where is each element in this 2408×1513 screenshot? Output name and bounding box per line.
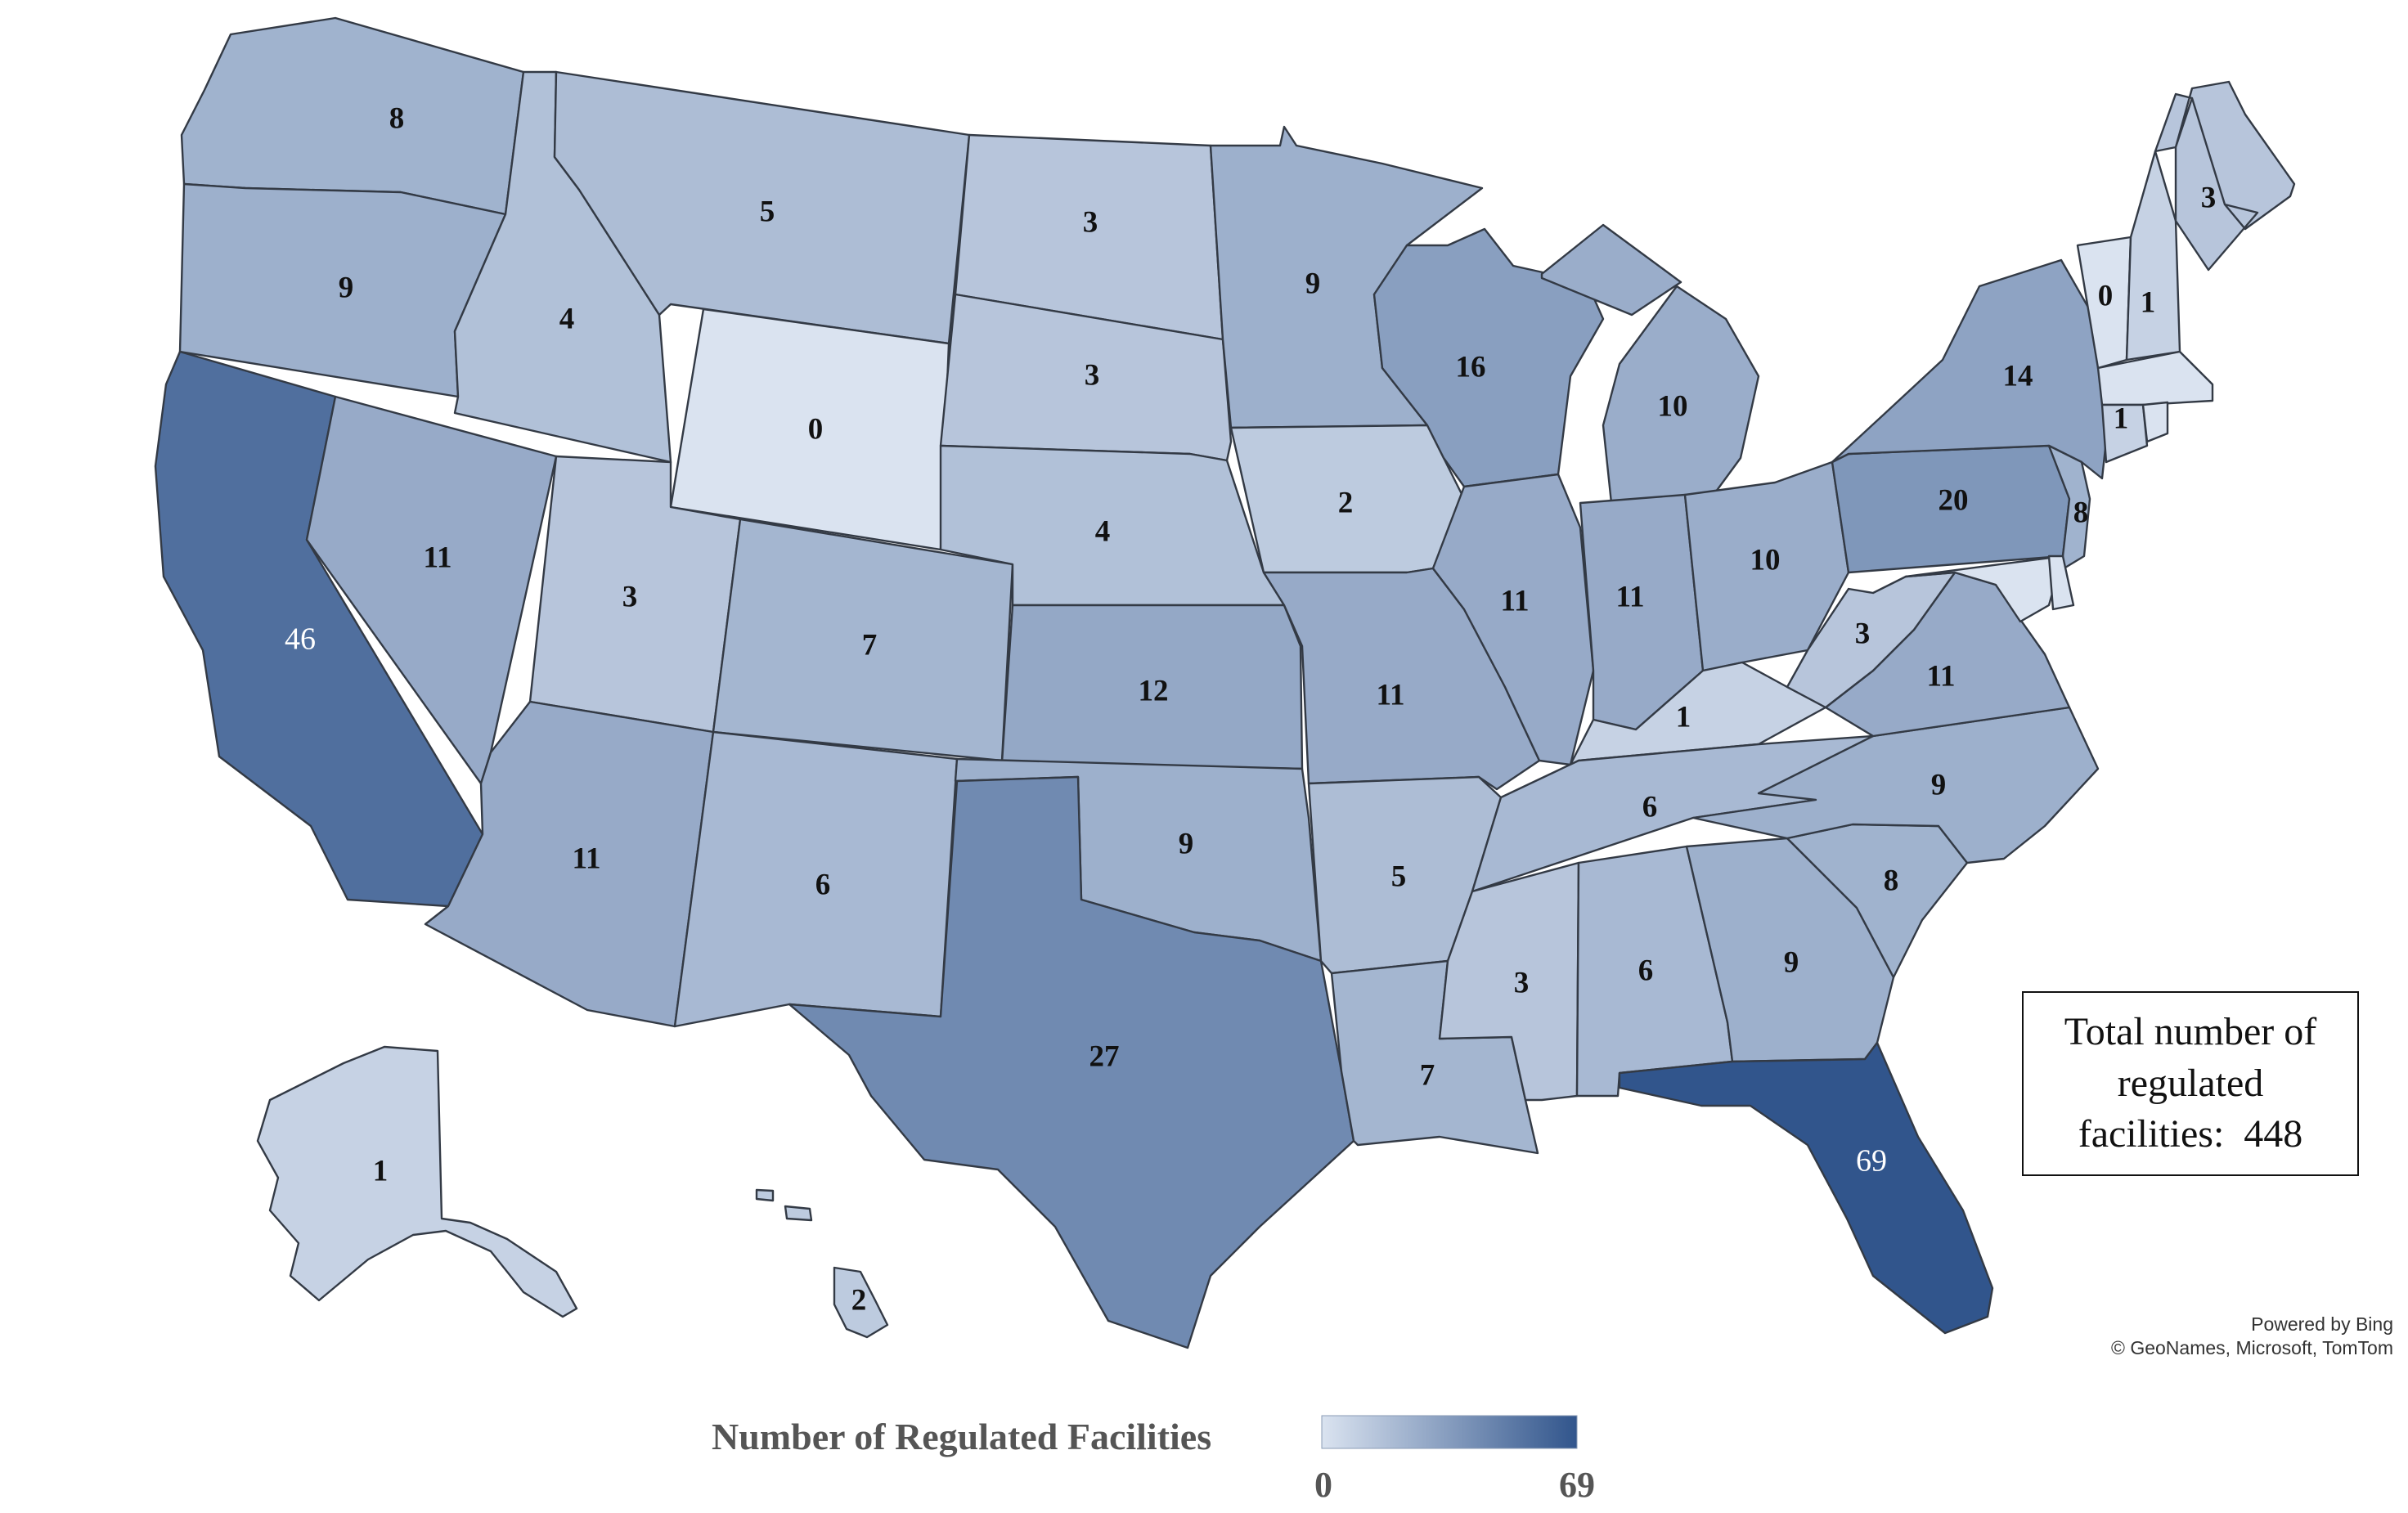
count-label-ca: 46 xyxy=(285,622,316,657)
count-label-ks: 12 xyxy=(1139,674,1169,707)
count-label-ut: 3 xyxy=(622,580,638,613)
legend-min-label: 0 xyxy=(1314,1465,1332,1505)
count-label-ms: 3 xyxy=(1514,966,1530,999)
count-label-ky: 1 xyxy=(1676,700,1691,734)
state-wv[interactable] xyxy=(1786,571,1956,709)
state-tx[interactable] xyxy=(788,775,1355,1349)
state-ri[interactable] xyxy=(2141,401,2169,443)
count-label-tn: 6 xyxy=(1642,790,1658,824)
state-mo[interactable] xyxy=(1262,567,1541,791)
map-credit: Powered by Bing © GeoNames, Microsoft, T… xyxy=(2111,1313,2393,1360)
count-label-fl: 69 xyxy=(1856,1144,1887,1179)
state-count-labels: 8946114503117633412927921157161110111016… xyxy=(285,101,2216,1317)
count-label-hi: 2 xyxy=(851,1283,867,1317)
count-label-sc: 8 xyxy=(1884,864,1899,897)
count-label-sd: 3 xyxy=(1085,358,1100,392)
count-label-az: 11 xyxy=(573,842,601,875)
count-label-mo: 11 xyxy=(1377,678,1405,712)
count-label-nc: 9 xyxy=(1931,768,1947,801)
count-label-ne: 4 xyxy=(1095,514,1111,548)
count-label-wa: 8 xyxy=(389,101,405,135)
count-label-co: 7 xyxy=(862,628,878,662)
count-label-ny: 14 xyxy=(2003,359,2033,393)
count-label-in: 11 xyxy=(1616,580,1645,613)
count-label-ak: 1 xyxy=(373,1154,389,1188)
state-me[interactable] xyxy=(2154,80,2296,272)
count-label-tx: 27 xyxy=(1089,1039,1120,1073)
count-label-ga: 9 xyxy=(1784,945,1799,979)
count-label-ct: 1 xyxy=(2114,402,2129,435)
state-fl[interactable] xyxy=(1618,1041,1994,1335)
state-ks[interactable] xyxy=(1000,604,1304,770)
count-label-va: 11 xyxy=(1927,659,1956,693)
legend-gradient-bar xyxy=(1321,1415,1578,1449)
state-nj[interactable] xyxy=(2047,444,2091,574)
total-facilities-box: Total number of regulated facilities: 44… xyxy=(2022,991,2359,1176)
count-label-il: 11 xyxy=(1501,584,1530,617)
state-ct[interactable] xyxy=(2100,403,2149,464)
count-label-ar: 5 xyxy=(1391,860,1407,893)
count-label-la: 7 xyxy=(1420,1058,1435,1092)
state-hi[interactable] xyxy=(755,1188,889,1339)
state-de[interactable] xyxy=(2047,554,2075,611)
count-label-nd: 3 xyxy=(1083,205,1098,239)
count-label-id: 4 xyxy=(559,302,575,335)
count-label-wy: 0 xyxy=(808,412,824,446)
count-label-or: 9 xyxy=(339,271,354,304)
state-il[interactable] xyxy=(1431,473,1595,766)
state-nh[interactable] xyxy=(2125,150,2181,361)
state-wa[interactable] xyxy=(180,16,525,216)
total-facilities-text: Total number of regulated facilities: 44… xyxy=(2064,1010,2317,1156)
state-ny[interactable] xyxy=(1831,258,2112,480)
count-label-nv: 11 xyxy=(424,541,452,574)
credit-sources: © GeoNames, Microsoft, TomTom xyxy=(2111,1336,2393,1358)
count-label-al: 6 xyxy=(1638,954,1654,987)
count-label-nm: 6 xyxy=(815,868,831,901)
count-label-nj: 8 xyxy=(2073,496,2089,529)
count-label-ok: 9 xyxy=(1179,827,1194,860)
credit-powered-by: Powered by Bing xyxy=(2251,1313,2393,1335)
count-label-pa: 20 xyxy=(1939,483,1969,517)
count-label-wi: 16 xyxy=(1456,350,1486,384)
state-ak[interactable] xyxy=(256,1045,578,1318)
count-label-mt: 5 xyxy=(760,195,775,228)
state-mi[interactable] xyxy=(1540,223,1760,505)
count-label-vt: 0 xyxy=(2098,279,2114,312)
state-wi[interactable] xyxy=(1372,227,1605,488)
legend-title: Number of Regulated Facilities xyxy=(712,1416,1212,1457)
count-label-oh: 10 xyxy=(1750,543,1781,577)
legend-max-label: 69 xyxy=(1559,1465,1595,1505)
count-label-mn: 9 xyxy=(1305,267,1321,300)
count-label-mi: 10 xyxy=(1658,389,1688,423)
count-label-nh: 1 xyxy=(2141,285,2156,319)
count-label-ia: 2 xyxy=(1338,486,1354,519)
count-label-wv: 3 xyxy=(1855,617,1871,650)
count-label-me: 3 xyxy=(2201,181,2217,214)
